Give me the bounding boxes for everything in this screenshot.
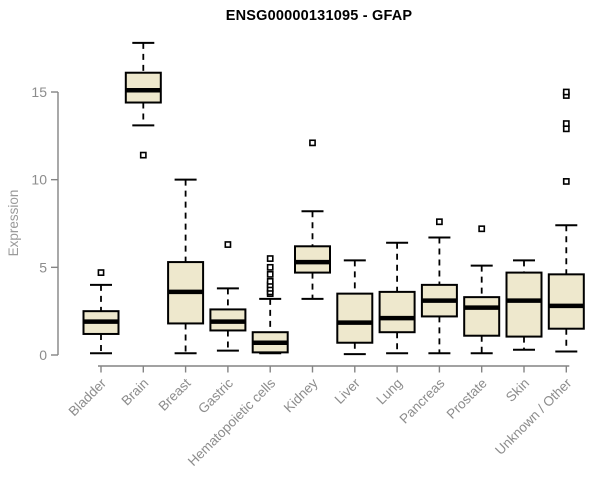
iqr-box <box>547 273 585 330</box>
outlier-point <box>224 241 232 248</box>
iqr-box <box>378 290 416 334</box>
box-group-hematopoietic-cells <box>251 255 289 355</box>
y-tick-label: 5 <box>39 259 47 275</box>
box-group-pancreas <box>420 218 458 355</box>
y-tick-label: 15 <box>31 84 47 100</box>
iqr-box <box>505 271 543 338</box>
x-tick-label: Unknown / Other <box>492 375 575 458</box>
box-group-liver <box>336 259 374 356</box>
outlier-point <box>562 88 570 96</box>
box-group-unknown-other <box>547 88 585 353</box>
x-tick-label: Lung <box>373 376 405 408</box>
outlier-point <box>266 270 274 278</box>
box-group-prostate <box>463 225 501 355</box>
outlier-point <box>266 255 274 262</box>
outlier-point <box>266 277 274 285</box>
outlier-point <box>309 139 316 147</box>
iqr-box <box>336 292 374 344</box>
x-tick-label: Prostate <box>444 376 490 422</box>
y-axis: 0 5 10 15 <box>31 84 59 363</box>
x-tick-label: Pancreas <box>397 375 448 426</box>
outlier-point <box>139 151 147 159</box>
box-group-breast <box>167 178 205 355</box>
box-group-kidney <box>294 139 331 300</box>
box-group-bladder <box>82 269 120 355</box>
x-tick-label: Bladder <box>66 375 110 419</box>
y-tick-label: 10 <box>31 172 47 188</box>
outlier-point <box>562 125 570 133</box>
box-group-brain <box>124 41 162 159</box>
x-tick-label: Skin <box>503 376 532 405</box>
iqr-box <box>463 296 501 337</box>
x-tick-label: Liver <box>332 375 364 407</box>
y-tick-label: 0 <box>39 347 47 363</box>
outlier-point <box>478 225 486 233</box>
outlier-point <box>97 269 105 276</box>
box-group-skin <box>505 259 543 351</box>
x-tick-label: Gastric <box>195 375 236 416</box>
x-tick-label: Kidney <box>281 375 321 415</box>
outlier-point <box>562 120 570 127</box>
chart-title: ENSG00000131095 - GFAP <box>225 8 413 24</box>
iqr-box <box>124 71 162 104</box>
outlier-point <box>266 263 274 271</box>
box-group-lung <box>378 241 416 355</box>
box-group-gastric <box>209 241 247 352</box>
iqr-box <box>294 245 331 274</box>
outlier-point <box>562 178 570 185</box>
x-tick-label: Brain <box>119 376 152 409</box>
x-tick-label: Breast <box>156 375 194 413</box>
outlier-point <box>435 218 443 226</box>
